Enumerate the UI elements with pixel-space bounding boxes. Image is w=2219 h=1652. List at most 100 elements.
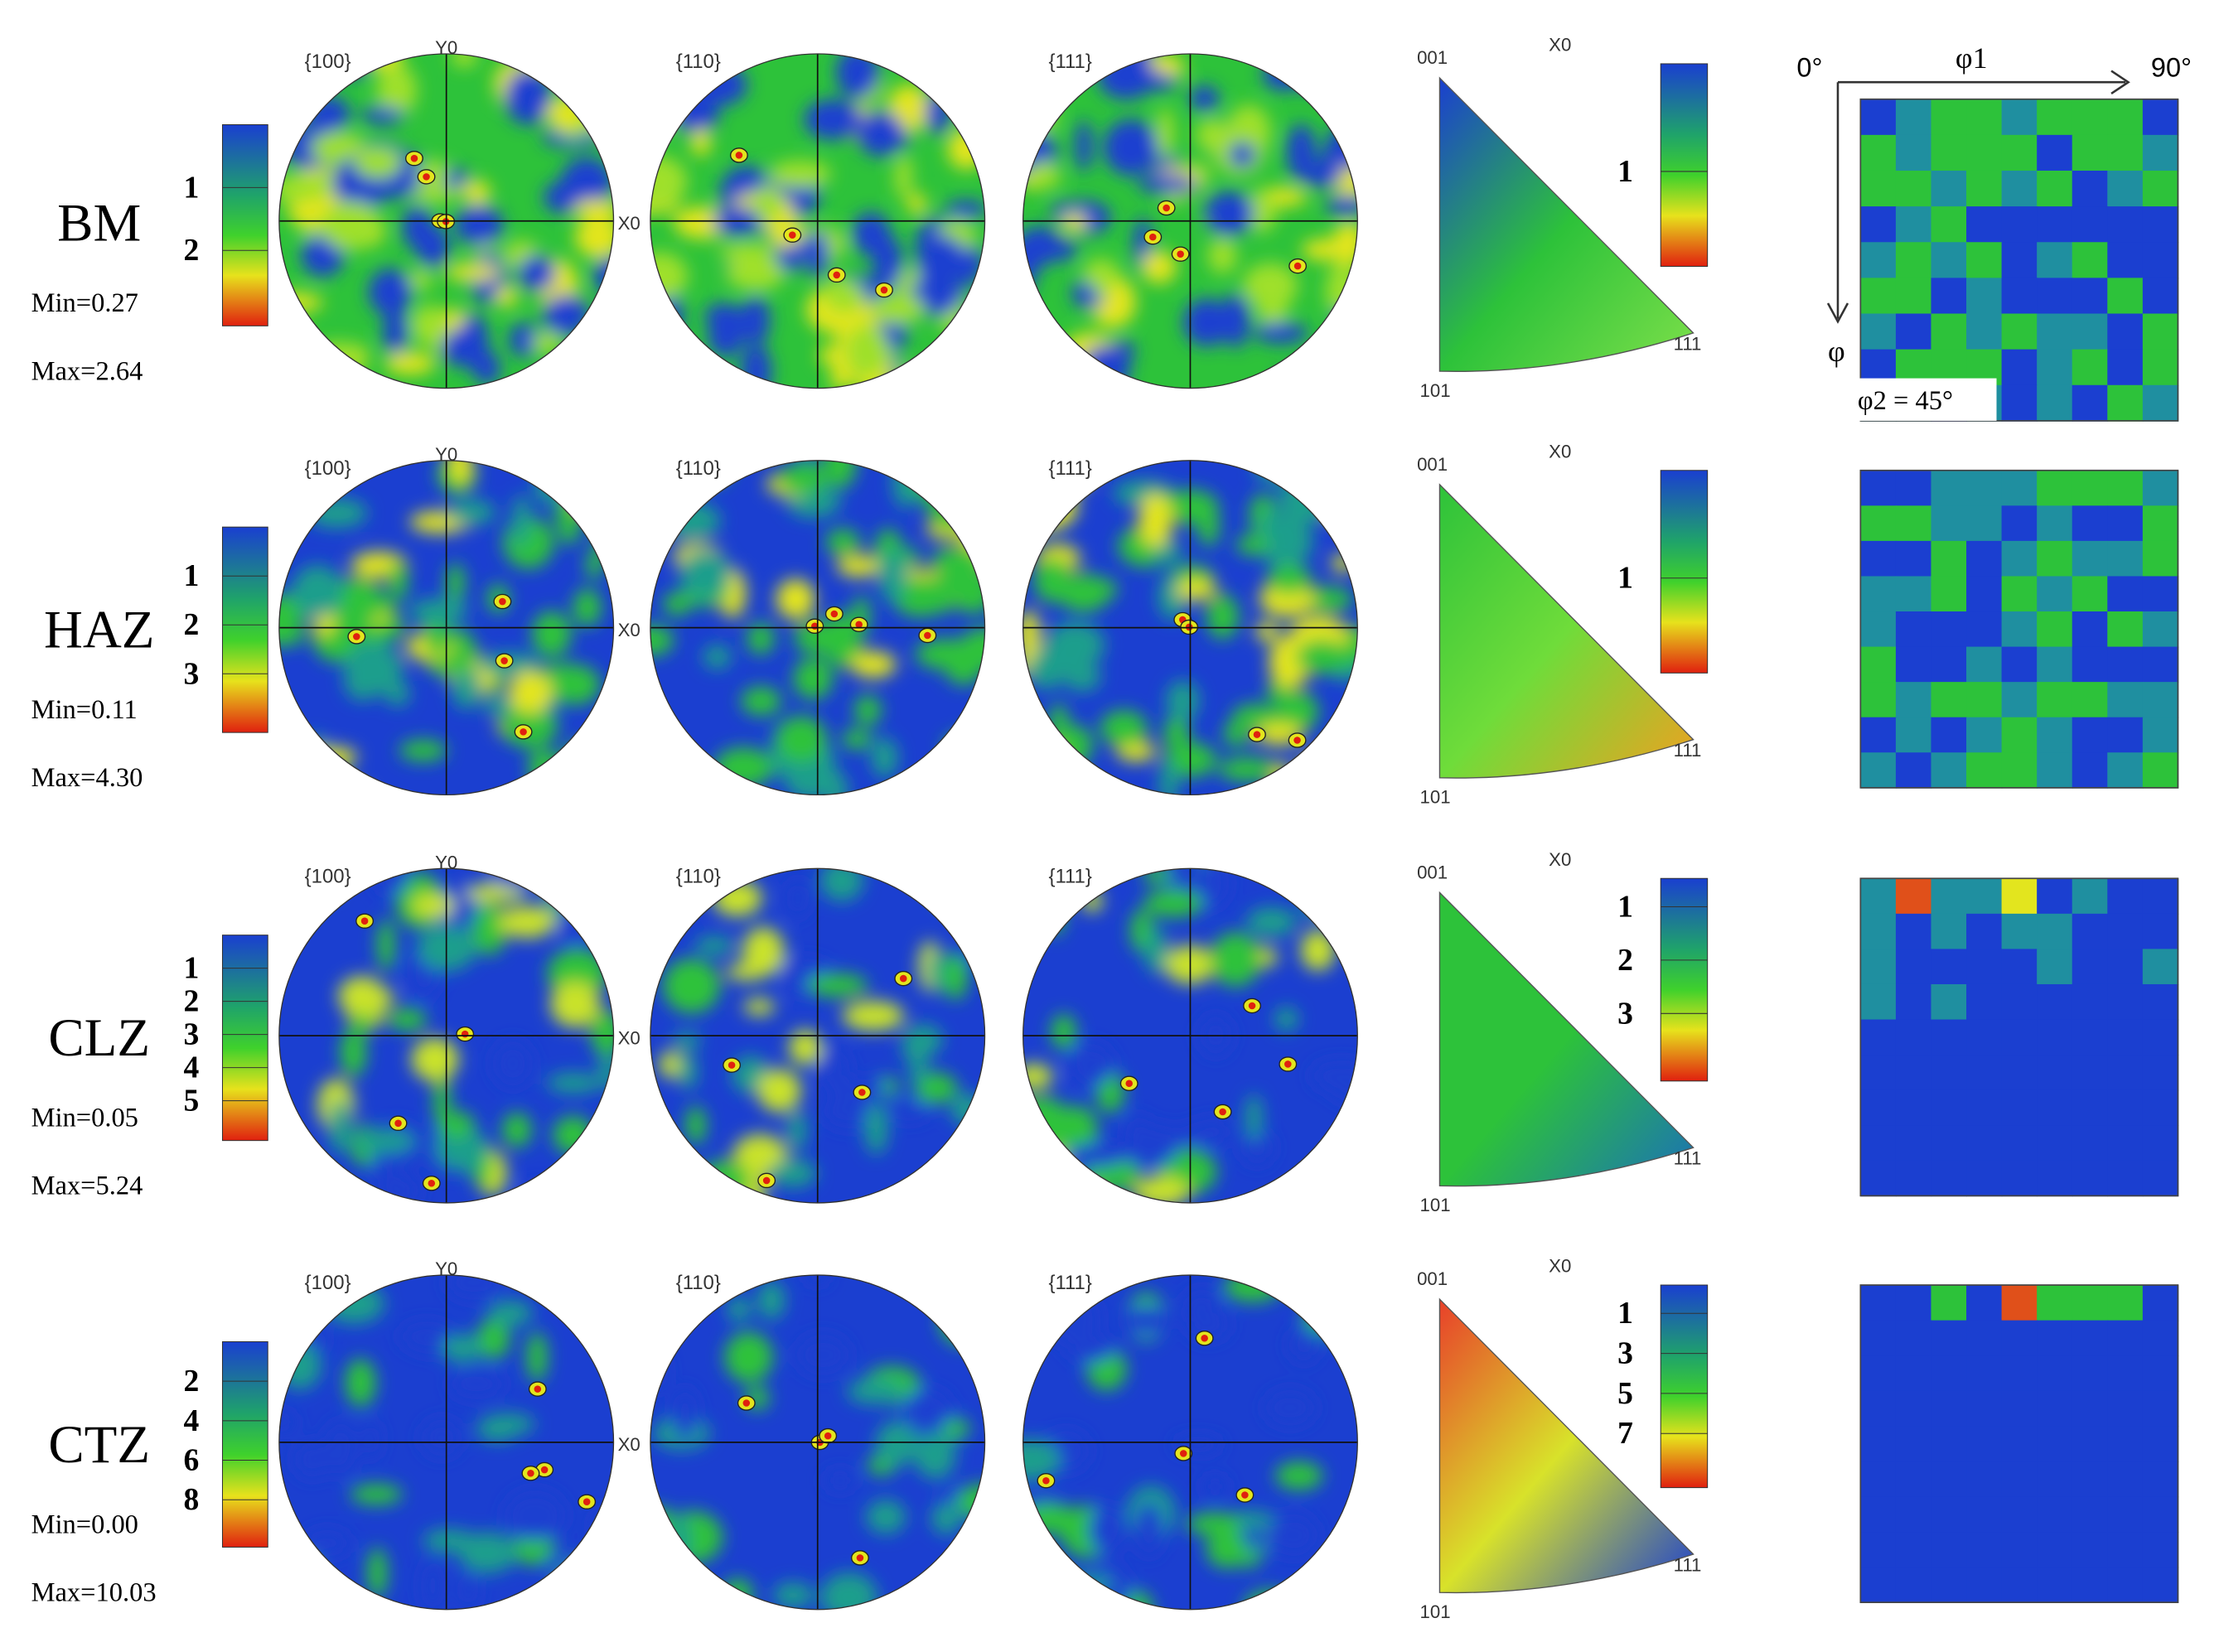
- intensity-blob: [1143, 927, 1168, 974]
- odf-cell: [2001, 99, 2038, 136]
- intensity-blob: [772, 1582, 814, 1608]
- ipf-triangle: [1438, 1297, 1694, 1594]
- intensity-blob: [331, 356, 363, 385]
- intensity-blob: [743, 997, 776, 1016]
- odf-cell: [2107, 1567, 2144, 1603]
- odf-label-bg: [1849, 378, 1997, 421]
- intensity-blob: [582, 75, 614, 133]
- peak-core: [540, 1466, 549, 1474]
- odf-frame: [1859, 98, 2179, 422]
- pole-title: {110}: [676, 51, 721, 73]
- pole-title: {111}: [1048, 457, 1091, 480]
- intensity-blob: [776, 715, 828, 763]
- intensity-blob: [550, 664, 601, 705]
- peak-core: [1042, 1476, 1050, 1485]
- intensity-blob: [411, 892, 455, 919]
- intensity-blob: [787, 964, 813, 996]
- intensity-blob: [943, 1418, 970, 1439]
- colorbar-tick-label: 1: [183, 558, 199, 593]
- intensity-blob: [1190, 85, 1220, 112]
- intensity-blob: [1022, 65, 1056, 110]
- intensity-blob: [376, 919, 395, 971]
- blobs: [1022, 54, 1358, 389]
- intensity-blob: [434, 1127, 487, 1171]
- intensity-blob: [769, 160, 832, 188]
- odf-cell: [2107, 206, 2144, 244]
- intensity-blob: [1143, 889, 1204, 918]
- odf-cell: [2107, 1496, 2144, 1533]
- colorbar-tick-label: 2: [183, 607, 199, 642]
- odf-cell: [2107, 1390, 2144, 1427]
- intensity-blob: [659, 1051, 683, 1079]
- odf-cell: [1966, 1019, 2003, 1055]
- odf-cell: [1895, 1125, 1932, 1162]
- odf-cell: [1860, 1567, 1897, 1603]
- odf-cell: [2001, 576, 2038, 612]
- odf-cell: [2001, 505, 2038, 542]
- intensity-blob: [420, 1558, 446, 1610]
- odf-cell: [1895, 313, 1932, 350]
- intensity-blob: [558, 906, 592, 944]
- x0-label: X0: [618, 213, 641, 234]
- intensity-blob: [1300, 754, 1331, 780]
- pole-outline: [650, 460, 986, 796]
- odf-cell: [2072, 1461, 2109, 1498]
- pole-title: {110}: [676, 865, 721, 887]
- odf-cell: [1966, 99, 2003, 136]
- peak-core: [728, 1061, 736, 1069]
- odf-cell: [1931, 1125, 1967, 1162]
- pole-outline: [650, 1274, 986, 1611]
- odf-cell: [2037, 1055, 2073, 1091]
- intensity-blob: [819, 868, 864, 901]
- peak-core: [353, 633, 360, 640]
- intensity-blob: [1255, 621, 1279, 642]
- odf-phi1-start: 0°: [1796, 52, 1822, 82]
- odf-cell: [2037, 313, 2073, 350]
- odf-cell: [1966, 949, 2003, 985]
- intensity-blob: [492, 1040, 534, 1088]
- intensity-blob: [471, 902, 507, 955]
- ipf-tick-label: 3: [1617, 1336, 1633, 1371]
- odf-cell: [1895, 242, 1932, 279]
- intensity-blob: [354, 146, 403, 179]
- intensity-blob: [747, 622, 775, 655]
- intensity-blob: [1243, 1590, 1300, 1610]
- pole-figure: [650, 1275, 985, 1610]
- odf-cell: [2107, 349, 2144, 386]
- max-label: Max=10.03: [31, 1577, 157, 1607]
- odf-cell: [2107, 682, 2144, 718]
- intensity-blob: [650, 96, 677, 134]
- colorbar-tick-label: 2: [183, 984, 199, 1019]
- ipf-x0: X0: [1549, 35, 1571, 56]
- intensity-blob: [574, 215, 614, 258]
- intensity-blob: [1277, 370, 1313, 389]
- intensity-blob: [1061, 357, 1105, 389]
- odf-cell: [2142, 242, 2179, 279]
- odf-cell: [1860, 1160, 1897, 1197]
- intensity-blob: [360, 106, 405, 124]
- odf-cell: [2037, 949, 2073, 985]
- intensity-blob: [513, 1531, 555, 1566]
- peak-core: [742, 1399, 751, 1407]
- odf-cell: [2037, 540, 2073, 577]
- odf-cell: [2001, 1355, 2038, 1392]
- odf-cell: [2072, 1160, 2109, 1197]
- intensity-blob: [1074, 1186, 1100, 1203]
- odf-cell: [2107, 1125, 2144, 1162]
- intensity-blob: [346, 785, 368, 795]
- intensity-blob: [852, 211, 890, 256]
- odf-cell: [2142, 682, 2179, 718]
- odf-cell: [1931, 1567, 1967, 1603]
- colorbar-tick-label: 3: [183, 656, 199, 691]
- odf-cell: [1966, 1355, 2003, 1392]
- odf-cell: [2001, 646, 2038, 683]
- odf-cell: [1931, 1355, 1967, 1392]
- odf-cell: [2072, 576, 2109, 612]
- intensity-blob: [1337, 735, 1356, 763]
- intensity-blob: [1075, 120, 1093, 172]
- intensity-blob: [795, 1334, 850, 1376]
- intensity-blob: [368, 268, 412, 316]
- colorbar: [221, 526, 268, 733]
- odf-cell: [2142, 206, 2179, 244]
- intensity-blob: [1232, 703, 1282, 729]
